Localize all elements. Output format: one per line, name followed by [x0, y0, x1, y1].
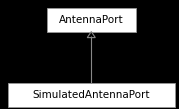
FancyBboxPatch shape	[8, 83, 175, 107]
Polygon shape	[87, 32, 95, 38]
Text: AntennaPort: AntennaPort	[59, 15, 124, 25]
Text: SimulatedAntennaPort: SimulatedAntennaPort	[33, 90, 150, 100]
FancyBboxPatch shape	[47, 8, 136, 32]
